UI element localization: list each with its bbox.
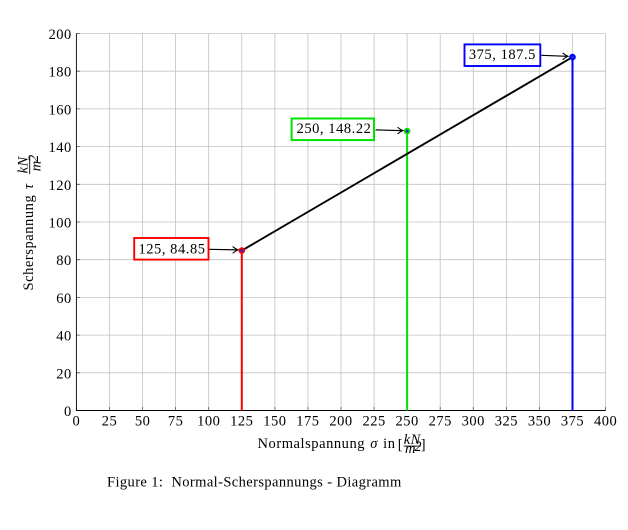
svg-text:200: 200: [49, 27, 72, 43]
svg-text:100: 100: [197, 414, 220, 430]
svg-text:175: 175: [296, 414, 319, 430]
svg-text:]: ]: [421, 437, 426, 453]
svg-text:m: m: [28, 161, 44, 171]
svg-text:275: 275: [429, 414, 452, 430]
svg-text:100: 100: [49, 216, 72, 232]
svg-text:20: 20: [56, 366, 72, 382]
svg-text:0: 0: [64, 404, 72, 420]
svg-text:[: [: [398, 437, 403, 453]
svg-text:50: 50: [135, 414, 151, 430]
svg-text:375: 375: [561, 414, 584, 430]
svg-text:kN: kN: [16, 156, 32, 174]
svg-text:225: 225: [362, 414, 385, 430]
svg-text:250, 148.22: 250, 148.22: [297, 121, 372, 137]
svg-text:300: 300: [462, 414, 485, 430]
svg-text:400: 400: [594, 414, 617, 430]
svg-text:Figure 1: Normal-Scherspannun: Figure 1: Normal-Scherspannungs - Diagra…: [107, 475, 402, 491]
svg-text:kN: kN: [404, 432, 422, 448]
svg-text:0: 0: [73, 414, 81, 430]
svg-text:200: 200: [329, 414, 352, 430]
svg-text:160: 160: [49, 102, 72, 118]
svg-text:180: 180: [49, 65, 72, 81]
svg-text:375, 187.5: 375, 187.5: [469, 47, 536, 63]
svg-text:Scherspannung τ: Scherspannung τ: [21, 183, 37, 290]
svg-text:250: 250: [395, 414, 418, 430]
svg-text:75: 75: [168, 414, 184, 430]
svg-text:80: 80: [56, 253, 72, 269]
svg-text:140: 140: [49, 140, 72, 156]
svg-text:60: 60: [56, 291, 72, 307]
svg-text:Normalspannung σ in: Normalspannung σ in: [258, 436, 396, 452]
svg-text:2: 2: [26, 155, 42, 162]
svg-text:m: m: [405, 441, 415, 457]
svg-text:350: 350: [528, 414, 551, 430]
svg-text:125, 84.85: 125, 84.85: [138, 241, 205, 257]
svg-text:40: 40: [56, 329, 72, 345]
svg-text:325: 325: [495, 414, 518, 430]
svg-text:25: 25: [102, 414, 118, 430]
svg-text:125: 125: [230, 414, 253, 430]
svg-text:2: 2: [414, 439, 421, 455]
svg-text:150: 150: [263, 414, 286, 430]
svg-text:120: 120: [49, 178, 72, 194]
